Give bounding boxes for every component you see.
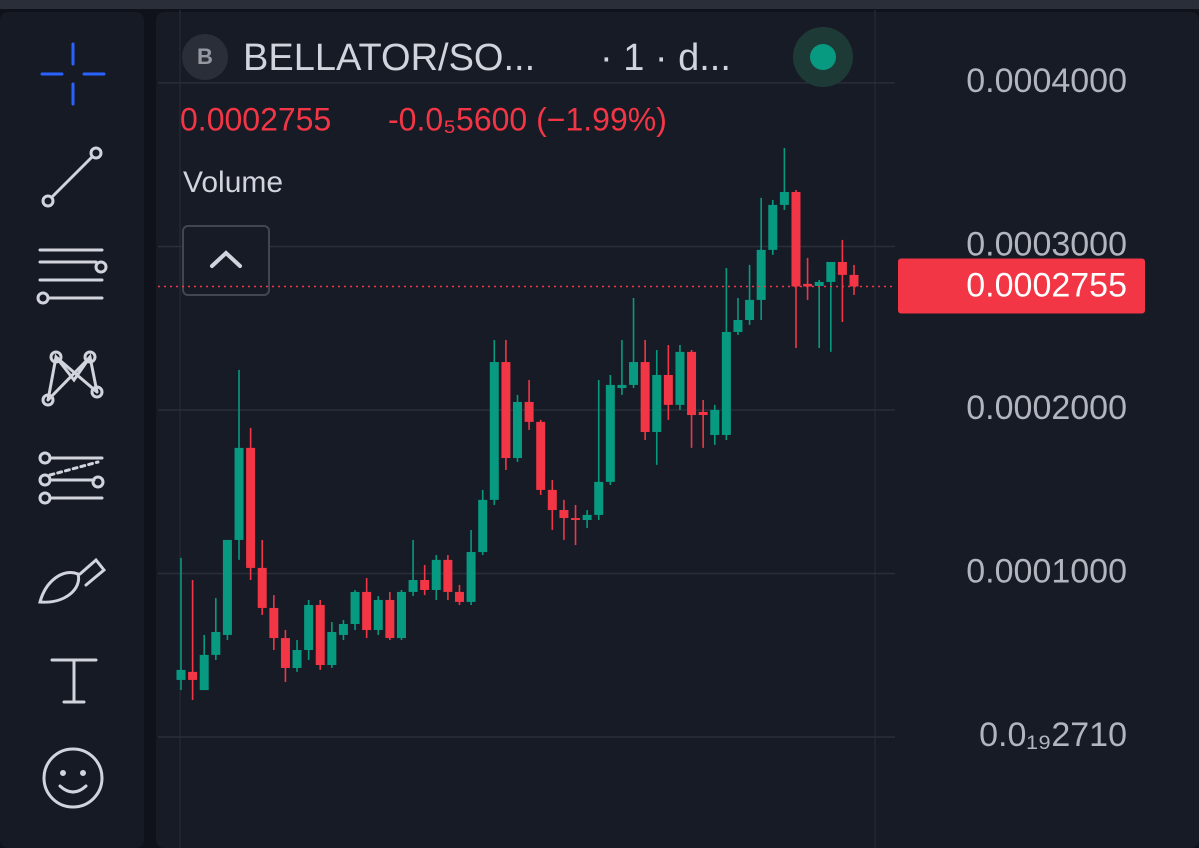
symbol[interactable]: BELLATOR/SO... [243,37,535,79]
forecast-tool[interactable] [38,451,105,505]
plot [158,10,895,848]
candle-body [698,411,708,416]
fib-tool[interactable] [36,248,108,305]
candle-body [211,632,221,655]
candle-body [524,401,534,422]
chevron [210,250,242,268]
candle-body [559,510,569,519]
candle-body [849,274,859,287]
candle-body [385,599,395,639]
candle-body [675,351,685,405]
y-tick-label: 0.0003000 [966,225,1127,263]
candle-body [338,623,348,635]
candle-body [454,591,464,602]
candle-body [779,191,789,205]
candle-body [582,514,592,520]
candle-body [188,671,198,680]
candle-body [733,320,743,332]
chart-pane [156,12,1199,848]
candle-body [466,552,476,602]
candle-body [513,401,522,459]
indicator[interactable]: Volume [183,166,283,199]
y-tick-label: 0.0001000 [966,552,1127,590]
candle-body [420,580,430,590]
candle-body [687,351,697,416]
candle-body [745,299,755,321]
candle-body [536,421,546,490]
candle-body [222,539,232,635]
y-tick-label: 0.0002000 [966,389,1127,427]
candle-body [803,283,813,287]
status-dot [810,44,836,70]
toolbar [0,12,144,848]
price: 0.0002755 [180,101,331,137]
pattern-tool[interactable] [41,350,104,407]
candle-body [721,331,731,435]
candle-body [269,607,279,639]
candle-body [280,638,290,668]
candle-body [617,384,627,389]
candle-body [594,481,604,515]
candle-body [826,261,836,282]
symbol-avatar [182,34,228,80]
top-strip [0,0,1199,9]
candle-body [257,567,267,608]
candle-body [791,191,801,287]
candle-body [443,559,453,592]
last-price-label: 0.0002755 [966,266,1127,304]
collapse-button[interactable] [182,225,270,296]
y-tick-label: 0.0004000 [966,62,1127,100]
candle-body [373,599,383,631]
candle-body [768,204,778,250]
candle-body [396,591,406,639]
candle-body [350,591,360,624]
candle-body [605,384,615,482]
trend-line-tool[interactable] [41,146,103,208]
brush-tool[interactable] [38,557,107,604]
emoji-tool[interactable] [42,747,104,809]
text-tool[interactable] [50,658,98,704]
candle-body [199,654,209,691]
candle-body [431,559,441,590]
candle-body [501,362,511,459]
candle-body [292,649,302,668]
last-price-badge [898,258,1145,314]
candle-body [837,261,847,275]
candle-body [547,489,557,511]
candle-body [489,362,499,500]
candle-body [408,580,418,592]
interval[interactable]: · 1 · d... [600,37,731,79]
candle-body [246,447,256,568]
candle-body [663,374,673,405]
candle-body [315,605,325,666]
candle-body [814,281,824,287]
candle-body [640,362,650,433]
candle-body [756,249,766,300]
candle-body [652,374,662,433]
change: -0.0₅5600 (−1.99%) [388,101,667,137]
candle-body [304,605,314,650]
y-tick-label: 0.0₁₉2710 [979,716,1127,754]
candle-body [327,632,337,666]
candle-body [234,447,244,540]
crosshair-tool[interactable] [40,42,106,106]
candle-body [176,669,186,680]
candle-body [478,499,488,553]
toolbar-icons [36,42,108,809]
candle-body [629,362,639,385]
candle-body [710,409,720,435]
candle-body [571,518,581,520]
candle-body [362,591,372,631]
avatar-letter: B [197,44,213,69]
